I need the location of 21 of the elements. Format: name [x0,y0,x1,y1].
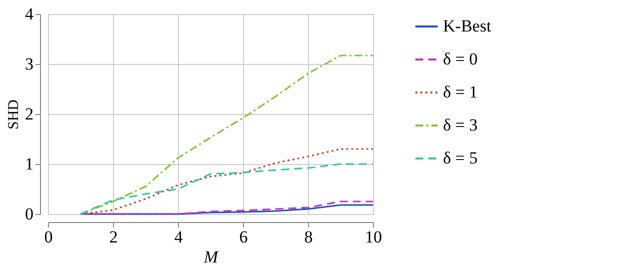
line-series [80,200,374,215]
legend-label: δ = 1 [443,82,478,102]
x-tick-label: 6 [239,228,248,246]
line-series [80,163,374,215]
y-tick-label: 3 [25,54,34,74]
legend-label: δ = 0 [443,50,478,68]
y-axis-title: SHD [6,99,22,130]
x-tick-label: 2 [109,228,118,246]
x-tick-label: 8 [304,228,313,246]
x-tick-label: 10 [365,228,382,246]
y-tick-label: 1 [25,154,34,174]
legend-label: δ = 5 [443,148,478,168]
y-tick-label: 4 [25,4,34,24]
x-tick-label: 0 [44,228,53,246]
line-series [80,148,374,215]
legend-label: K-Best [443,16,492,36]
y-tick-label: 2 [25,104,34,124]
x-tick-label: 4 [174,228,184,246]
x-axis-title: M [202,248,219,266]
legend-label: δ = 3 [443,116,478,134]
y-tick-label: 0 [25,204,34,224]
